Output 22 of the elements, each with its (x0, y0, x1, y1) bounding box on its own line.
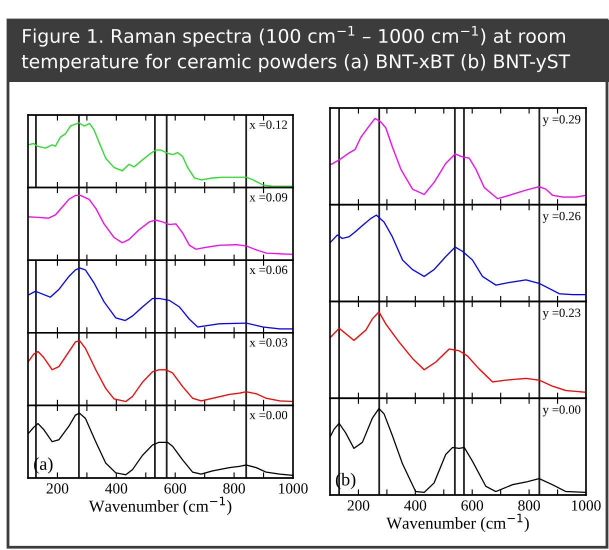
x-axis-title: Wavenumber (cm$^{−1}$) (386, 514, 529, 532)
annotation: x =0.00 (250, 410, 288, 420)
annotation: x =0.06 (250, 266, 288, 274)
annotation: y =0.26 (542, 212, 581, 223)
chart-title: Figure 1. Raman spectra (100 cm$^{−1}$ – 1000 cm$^{−1}$) at room temperature for ceramic powders (a) BNT-xBT (b) BNT-yST (22, 26, 570, 72)
x-tick-label: 800 (223, 483, 245, 494)
x-tick-label: 200 (348, 500, 370, 511)
annotation: x =0.03 (250, 338, 288, 347)
annotation: x =0.09 (250, 193, 288, 202)
x-tick-label: 1000 (572, 500, 601, 511)
annotation: y =0.00 (542, 405, 580, 416)
x-tick-label: 400 (404, 500, 426, 511)
x-axis-title: Wavenumber (cm$^{−1}$) (88, 496, 232, 516)
x-tick-label: 1000 (279, 483, 308, 494)
x-tick-label: 200 (46, 483, 68, 494)
x-tick-label: 800 (518, 500, 540, 511)
annotation: x =0.12 (250, 120, 288, 129)
x-tick-label: 600 (461, 500, 484, 511)
x-tick-label: 400 (105, 483, 128, 494)
annotation: y =0.29 (542, 115, 580, 126)
x-tick-label: 600 (164, 483, 186, 494)
annotation: y =0.23 (542, 308, 580, 320)
